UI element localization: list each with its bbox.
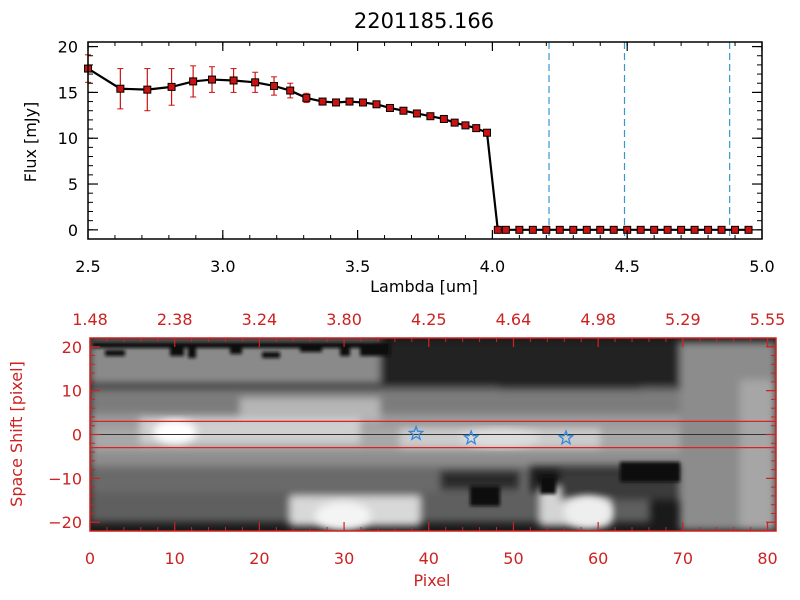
data-point (569, 225, 578, 234)
data-point (609, 225, 618, 234)
data-point (663, 225, 672, 234)
data-point (744, 225, 753, 234)
data-point (358, 98, 367, 107)
data-point (412, 109, 421, 118)
star-marker (557, 429, 575, 446)
data-point (542, 225, 551, 234)
image-y-tick-label: 20 (62, 338, 82, 357)
wavelength-tick-label: 4.25 (411, 310, 447, 329)
error-bars (85, 54, 491, 136)
image-plot: 0 10 20 30 40 50 60 70 80 1.48 2.38 3.24 3.80 4.25 4.6… (7, 310, 785, 590)
data-point (426, 112, 435, 121)
data-point (251, 78, 260, 87)
wavelength-tick-label: 3.24 (242, 310, 278, 329)
data-point (208, 75, 217, 84)
data-point (596, 225, 605, 234)
extraction-lines (90, 420, 776, 449)
data-point (270, 81, 279, 90)
image-x-tick-label: 60 (588, 549, 608, 568)
data-point (555, 225, 564, 234)
data-point (528, 225, 537, 234)
data-point (143, 85, 152, 94)
flux-line (87, 67, 749, 231)
y-tick-label: 20 (58, 38, 78, 57)
reference-lines (497, 42, 762, 239)
spectrum-y-ticks: 0 5 10 15 20 (58, 38, 762, 240)
data-point (450, 118, 459, 127)
image-x-tick-label: 20 (249, 549, 269, 568)
image-y-tick-label: −20 (48, 513, 82, 532)
x-tick-label: 4.5 (614, 257, 639, 276)
data-point (636, 225, 645, 234)
data-point (731, 225, 740, 234)
wavelength-tick-label: 5.55 (750, 310, 786, 329)
spectrum-y-label: Flux [mJy] (21, 102, 40, 183)
data-point (690, 225, 699, 234)
data-point (582, 225, 591, 234)
spectrum-x-ticks: 2.5 3.0 3.5 4.0 4.5 5.0 (75, 42, 775, 276)
data-point (704, 225, 713, 234)
image-y-tick-label: −10 (48, 469, 82, 488)
image-ticks: 0 10 20 30 40 50 60 70 80 1.48 2.38 3.24 3.80 4.25 4.6… (48, 310, 785, 568)
data-point (167, 82, 176, 91)
data-point (501, 225, 510, 234)
x-tick-label: 2.5 (75, 257, 100, 276)
data-point (372, 100, 381, 109)
spectrum-title: 2201185.166 (354, 9, 494, 33)
data-point (472, 124, 481, 133)
spectrum-plot: 2201185.166 2.5 3.0 3.5 4.0 4.5 5.0 05101520 … (21, 9, 775, 296)
data-point (302, 93, 311, 102)
source-stars (407, 424, 575, 446)
data-point (515, 225, 524, 234)
image-x-tick-label: 10 (165, 549, 185, 568)
image-x-tick-label: 70 (673, 549, 693, 568)
data-point (229, 76, 238, 85)
flux-points (84, 64, 753, 234)
image-x-tick-label: 30 (334, 549, 354, 568)
x-tick-label: 3.0 (210, 257, 235, 276)
data-point (650, 225, 659, 234)
data-point (461, 121, 470, 130)
image-x-tick-label: 40 (419, 549, 439, 568)
data-point (385, 103, 394, 112)
data-point (332, 98, 341, 107)
data-point (717, 225, 726, 234)
data-point (483, 128, 492, 137)
image-x-tick-label: 50 (503, 549, 523, 568)
data-point (189, 77, 198, 86)
wavelength-tick-label: 4.64 (496, 310, 532, 329)
spectrum-frame (87, 41, 763, 240)
x-tick-label: 4.0 (480, 257, 505, 276)
x-tick-label: 3.5 (345, 257, 370, 276)
wavelength-tick-label: 4.98 (580, 310, 616, 329)
data-point (439, 114, 448, 123)
y-tick-label: 15 (58, 83, 78, 102)
image-x-tick-label: 80 (757, 549, 777, 568)
data-point (318, 97, 327, 106)
y-tick-label: 0 (68, 221, 78, 240)
wavelength-tick-label: 2.38 (157, 310, 193, 329)
image-y-tick-label: 0 (72, 426, 82, 445)
image-y-label: Space Shift [pixel] (7, 361, 26, 507)
image-x-label: Pixel (413, 571, 450, 590)
image-x-tick-label: 0 (85, 549, 95, 568)
data-point (493, 225, 502, 234)
wavelength-tick-label: 5.29 (665, 310, 701, 329)
data-point (399, 106, 408, 115)
spectrum-x-label: Lambda [um] (370, 277, 478, 296)
y-tick-label: 10 (58, 129, 78, 148)
y-tick-label: 5 (68, 175, 78, 194)
data-point (116, 84, 125, 93)
wavelength-tick-label: 3.80 (326, 310, 362, 329)
star-marker (407, 424, 425, 441)
image-y-tick-label: 10 (62, 382, 82, 401)
data-point (677, 225, 686, 234)
x-tick-label: 5.0 (749, 257, 774, 276)
data-point (286, 86, 295, 95)
data-point (345, 97, 354, 106)
wavelength-tick-label: 1.48 (72, 310, 108, 329)
star-marker (462, 429, 480, 446)
